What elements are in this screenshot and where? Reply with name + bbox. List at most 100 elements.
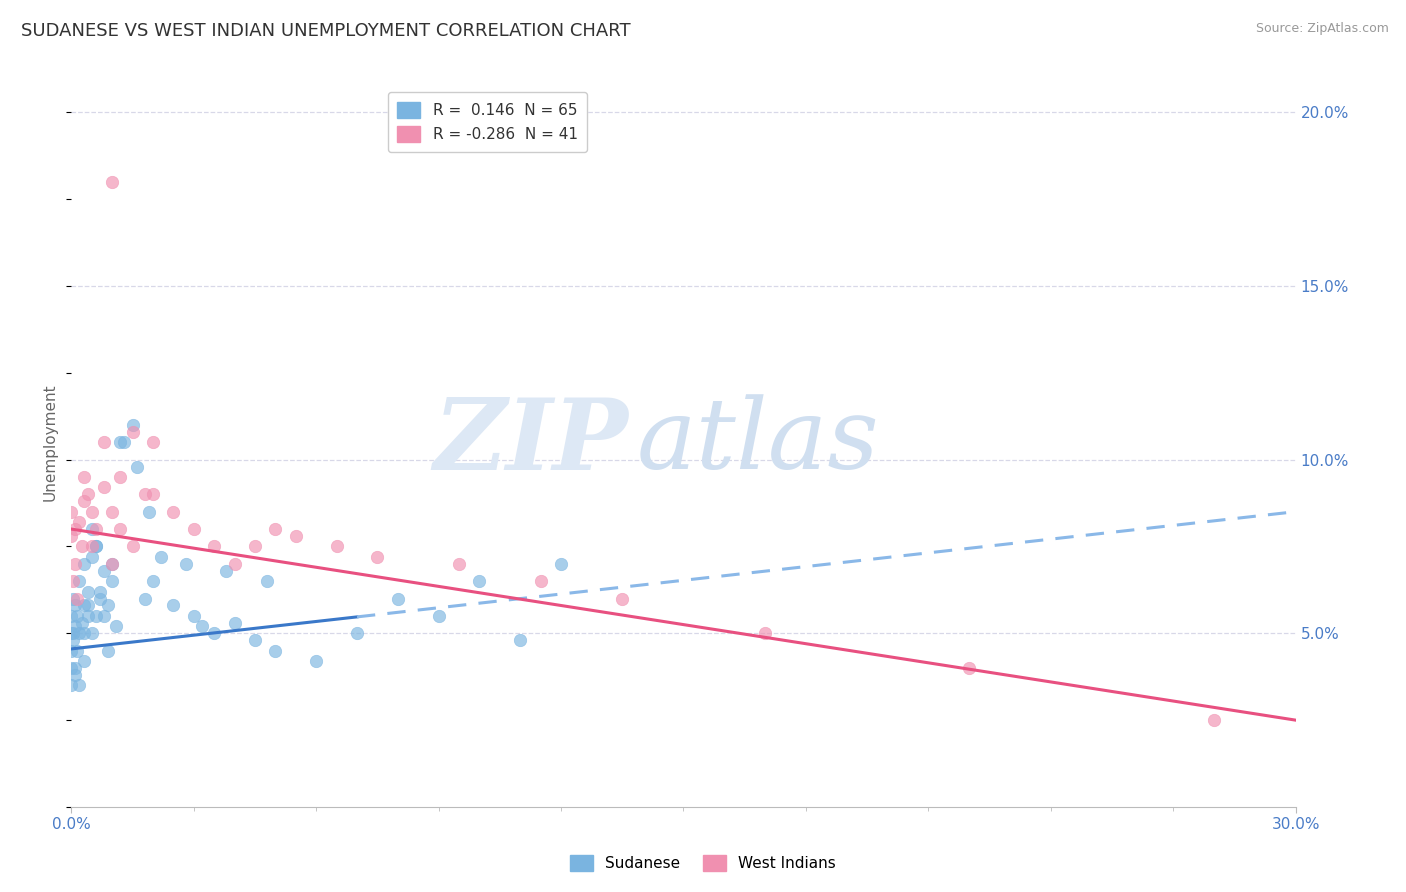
Point (65, 522, 87, 536)
Point (183, 522, 205, 536)
Point (174, 557, 197, 571)
Point (243, 540, 266, 554)
Point (72, 626, 94, 640)
Point (325, 540, 347, 554)
Text: Source: ZipAtlas.com: Source: ZipAtlas.com (1256, 22, 1389, 36)
Point (80, 540, 103, 554)
Point (93, 564, 115, 578)
Point (93, 608, 115, 623)
Point (264, 522, 287, 536)
Point (110, 470, 132, 484)
Point (284, 529, 307, 543)
Point (366, 549, 388, 564)
Text: atlas: atlas (637, 394, 880, 490)
Point (1202, 713, 1225, 727)
Point (76, 599, 98, 613)
Point (76, 584, 98, 599)
Point (93, 480, 115, 494)
Point (89, 584, 111, 599)
Point (60, 643, 83, 657)
Point (72, 654, 94, 668)
Point (62, 626, 84, 640)
Point (70, 540, 93, 554)
Point (60, 505, 83, 519)
Point (550, 557, 572, 571)
Point (60, 529, 83, 543)
Point (69, 515, 91, 529)
Point (72, 470, 94, 484)
Point (60, 608, 83, 623)
Point (60, 626, 83, 640)
Point (256, 574, 278, 589)
Point (224, 557, 246, 571)
Point (76, 608, 98, 623)
Point (60, 678, 83, 692)
Point (134, 487, 156, 501)
Point (97, 643, 120, 657)
Point (80, 626, 103, 640)
Point (121, 425, 143, 439)
Point (142, 435, 165, 450)
Point (162, 599, 184, 613)
Point (150, 549, 173, 564)
Point (69, 574, 91, 589)
Point (69, 626, 91, 640)
Point (468, 574, 491, 589)
Point (72, 557, 94, 571)
Point (62, 633, 84, 648)
Point (80, 505, 103, 519)
Point (65, 557, 87, 571)
Point (63, 619, 86, 633)
Point (112, 435, 135, 450)
Point (84, 540, 107, 554)
Point (612, 591, 634, 606)
Point (162, 505, 184, 519)
Point (65, 661, 87, 675)
Point (191, 619, 214, 633)
Point (105, 619, 128, 633)
Point (110, 435, 132, 450)
Legend: Sudanese, West Indians: Sudanese, West Indians (564, 849, 842, 877)
Point (243, 633, 266, 648)
Point (93, 435, 115, 450)
Point (142, 574, 165, 589)
Point (62, 591, 84, 606)
Point (121, 540, 143, 554)
Point (80, 522, 103, 536)
Text: ZIP: ZIP (433, 394, 628, 491)
Point (264, 643, 287, 657)
Point (60, 661, 83, 675)
Point (62, 574, 84, 589)
Point (346, 626, 368, 640)
Point (142, 487, 165, 501)
Point (72, 599, 94, 613)
Point (202, 540, 225, 554)
Point (76, 487, 98, 501)
Point (121, 417, 143, 432)
Point (101, 505, 124, 519)
Point (70, 615, 93, 630)
Point (66, 643, 89, 657)
Point (65, 599, 87, 613)
Point (89, 591, 111, 606)
Point (447, 557, 470, 571)
Point (183, 608, 205, 623)
Point (69, 678, 91, 692)
Point (305, 654, 328, 668)
Point (387, 591, 409, 606)
Point (427, 608, 450, 623)
Point (138, 505, 160, 519)
Point (754, 626, 776, 640)
Legend: R =  0.146  N = 65, R = -0.286  N = 41: R = 0.146 N = 65, R = -0.286 N = 41 (388, 93, 586, 152)
Text: SUDANESE VS WEST INDIAN UNEMPLOYMENT CORRELATION CHART: SUDANESE VS WEST INDIAN UNEMPLOYMENT COR… (21, 22, 631, 40)
Point (215, 564, 238, 578)
Point (509, 633, 531, 648)
Point (224, 615, 246, 630)
Point (110, 522, 132, 536)
Point (530, 574, 553, 589)
Point (101, 175, 124, 189)
Point (101, 557, 124, 571)
Point (72, 494, 94, 508)
Point (66, 591, 89, 606)
Point (125, 459, 148, 474)
